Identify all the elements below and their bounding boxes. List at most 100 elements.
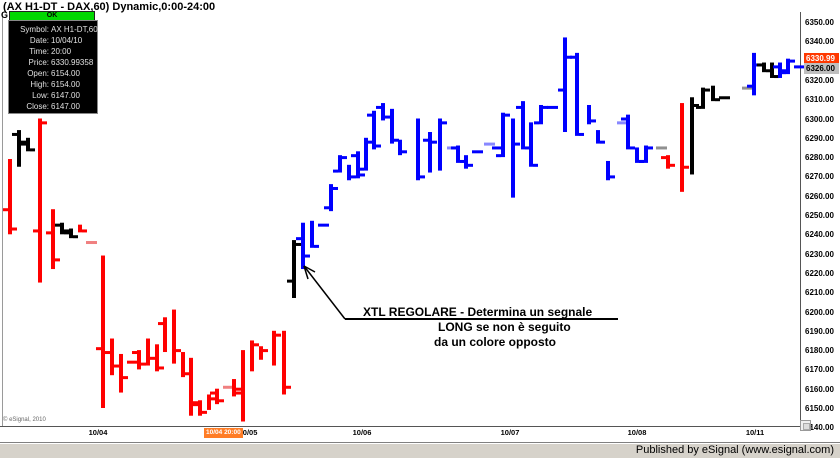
time-axis-label: 10/04 (88, 428, 108, 437)
ohlc-bar (696, 87, 710, 109)
ohlc-bar (324, 184, 338, 212)
ohlc-bar (210, 388, 224, 405)
ohlc-bar (606, 160, 615, 181)
price-axis-label: 6200.00 (805, 307, 834, 317)
price-axis-label: 6250.00 (805, 211, 834, 220)
ohlc-bar (438, 118, 447, 171)
ohlc-bar (310, 220, 319, 248)
ohlc-bar (64, 228, 78, 239)
data-window-row: Close: 6147.00 (9, 101, 97, 112)
annotation-line-3: da un colore opposto (434, 335, 556, 349)
ohlc-bar (656, 146, 667, 150)
time-axis-label: 10/11 (745, 428, 765, 437)
annotation-arrow (303, 265, 618, 320)
data-window-label: High: (30, 80, 49, 89)
ohlc-bar (282, 330, 291, 395)
price-axis-label: 6310.00 (805, 95, 834, 105)
ohlc-bar (223, 385, 234, 389)
ohlc-bar (287, 240, 301, 298)
ohlc-bar (711, 85, 720, 102)
price-axis-label: 6140.00 (805, 423, 834, 433)
ohlc-bar (781, 58, 795, 75)
price-axis-label: 6300.00 (805, 114, 834, 124)
price-axis-label: 6350.00 (805, 18, 834, 27)
ohlc-bar (359, 137, 373, 171)
price-axis-label: 6220.00 (805, 268, 834, 278)
time-highlight-label: 10/04 20:00 (204, 428, 243, 438)
price-axis-label: 6190.00 (805, 326, 834, 336)
ohlc-bar (496, 112, 510, 158)
ohlc-bar (119, 353, 128, 393)
ohlc-bar (181, 352, 190, 378)
ohlc-bar (534, 104, 548, 125)
ohlc-bar (347, 164, 356, 181)
price-axis-label: 6270.00 (805, 172, 834, 182)
price-axis-separator (800, 12, 801, 427)
data-window-value: 10/04/10 (51, 36, 83, 45)
price-axis-label: 6320.00 (805, 75, 834, 85)
ohlc-bar (416, 118, 425, 181)
ohlc-bar (12, 130, 26, 167)
ohlc-bar (250, 340, 259, 372)
data-window-row: Price: 6330.99358 (9, 57, 97, 68)
price-axis-label: 6290.00 (805, 133, 834, 143)
ohlc-bar (596, 130, 605, 144)
ohlc-bar (398, 139, 407, 156)
price-axis-label: 6170.00 (805, 365, 834, 375)
toolbar-letter: G (1, 10, 9, 20)
ohlc-bar (259, 346, 268, 360)
ohlc-bar (770, 62, 779, 79)
ohlc-bar (78, 224, 87, 233)
data-window-row: High: 6154.00 (9, 79, 97, 90)
ohlc-bar (390, 108, 399, 144)
data-window-value: 6154.00 (51, 80, 80, 89)
data-window-value: 6147.00 (51, 102, 80, 111)
data-window-label: Time: (29, 47, 49, 56)
ohlc-bar (661, 155, 675, 169)
ohlc-bar (158, 317, 167, 353)
data-window-label: Low: (32, 91, 49, 100)
time-axis-label: 10/06 (352, 428, 372, 437)
data-window-row: Low: 6147.00 (9, 90, 97, 101)
ohlc-bar (272, 330, 281, 366)
status-bar: Published by eSignal (www.esignal.com) (0, 442, 840, 458)
data-window-value: 6330.99358 (51, 58, 94, 67)
ohlc-bar (617, 121, 628, 125)
data-window-label: Symbol: (20, 25, 49, 34)
ohlc-bar (232, 379, 241, 397)
copyright-text: © eSignal, 2010 (3, 417, 46, 423)
prev-price-label: 6326.00 (804, 62, 839, 74)
ohlc-bar (558, 37, 572, 133)
ohlc-bar (351, 151, 365, 179)
data-window[interactable]: Symbol: AX H1-DT,60 Date: 10/04/10 Time: 20:0… (8, 20, 98, 114)
ohlc-bar (484, 142, 495, 146)
time-axis-label: 10/08 (627, 428, 647, 437)
ohlc-bar (492, 146, 503, 150)
ohlc-bar (773, 62, 787, 78)
price-axis-label: 6240.00 (805, 230, 834, 240)
data-window-label: Open: (27, 69, 49, 78)
ohlc-bar (690, 97, 699, 175)
ohlc-bar (794, 65, 805, 69)
ohlc-bar (236, 350, 245, 422)
chart-title: (AX H1-DT - DAX,60) Dynamic,0:00-24:00 (3, 1, 216, 13)
ohlc-bar (511, 118, 520, 198)
data-window-value: 6154.00 (51, 69, 80, 78)
ohlc-bar (296, 222, 310, 270)
ohlc-bar (55, 222, 69, 235)
ohlc-bar (193, 400, 207, 416)
hand-cursor-icon[interactable] (800, 420, 811, 431)
price-axis-label: 6260.00 (805, 191, 834, 201)
ohlc-bar (621, 114, 635, 150)
price-axis-label: 6160.00 (805, 384, 834, 394)
data-window-label: Close: (26, 102, 49, 111)
ohlc-bar (719, 96, 730, 100)
ohlc-bar (639, 145, 653, 163)
ohlc-bar (189, 357, 198, 416)
data-window-row: Date: 10/04/10 (9, 35, 97, 46)
ohlc-bar (127, 360, 138, 364)
ohlc-bar (86, 241, 97, 245)
publisher-text: Published by eSignal (www.esignal.com) (635, 444, 834, 456)
